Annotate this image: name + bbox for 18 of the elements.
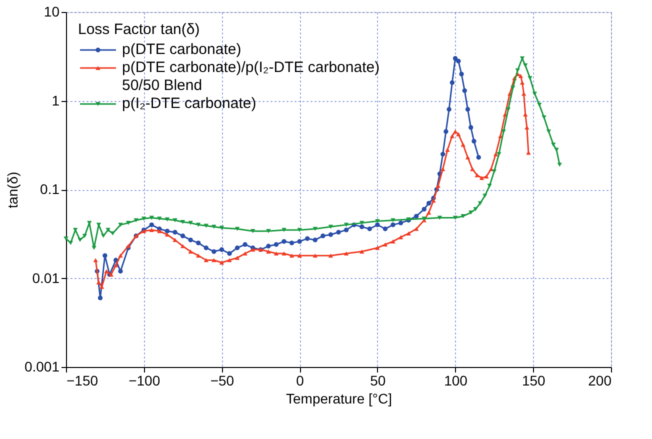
y-axis-title: tan(δ): [4, 172, 20, 208]
x-tick-label: 50: [370, 372, 386, 388]
legend-title: Loss Factor tan(δ): [78, 21, 200, 38]
x-tick-label: −100: [128, 372, 160, 388]
x-tick-label: 150: [522, 372, 546, 388]
x-tick-label: −50: [210, 372, 234, 388]
y-tick-label: 0.01: [32, 270, 60, 286]
x-tick-label: 200: [588, 372, 612, 388]
legend-label: p(I₂-DTE carbonate): [122, 95, 256, 112]
x-tick-label: −150: [66, 372, 98, 388]
legend-label: p(DTE carbonate): [122, 41, 242, 58]
x-axis-title: Temperature [°C]: [286, 390, 392, 406]
y-tick-label: 10: [44, 4, 60, 20]
y-tick-label: 1: [52, 92, 60, 108]
y-tick-label: 0.001: [24, 358, 60, 374]
x-tick-label: 100: [444, 372, 468, 388]
x-tick-label: 0: [296, 372, 304, 388]
y-tick-label: 0.1: [40, 181, 60, 197]
